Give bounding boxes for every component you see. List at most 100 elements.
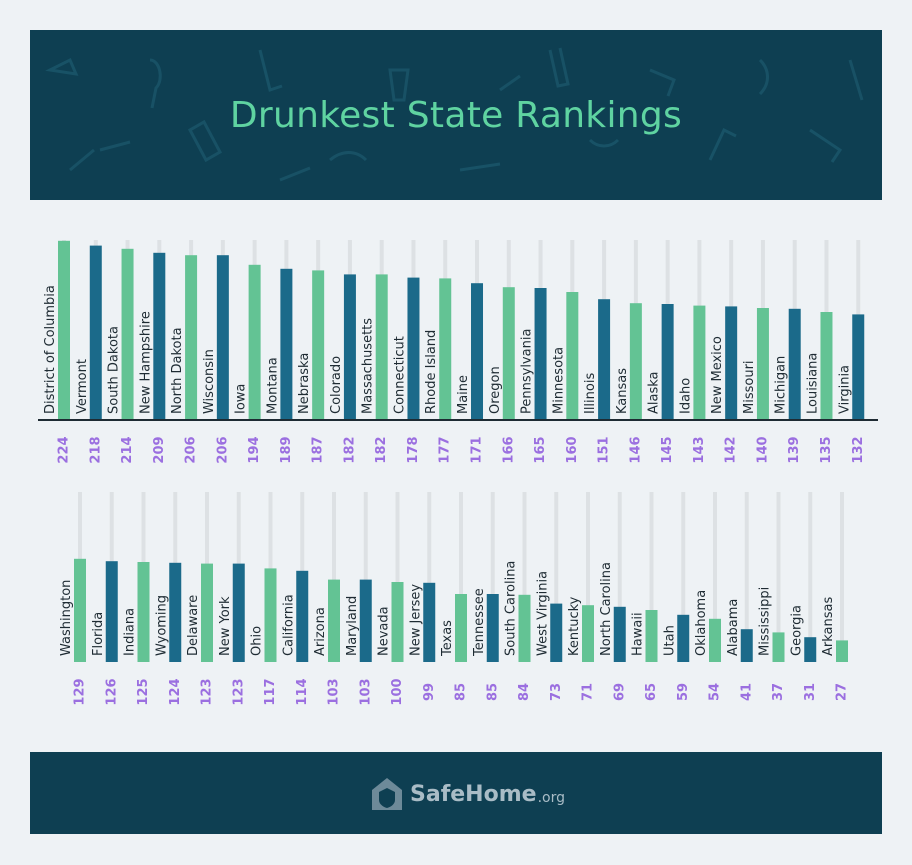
category-label: Idaho xyxy=(678,378,693,414)
bar xyxy=(232,563,245,662)
value-label: 214 xyxy=(120,436,135,463)
category-label: California xyxy=(281,594,296,656)
value-label: 151 xyxy=(597,436,612,463)
bar xyxy=(343,274,356,420)
value-label: 187 xyxy=(311,436,326,463)
value-label: 189 xyxy=(279,436,294,463)
bar-track xyxy=(649,492,654,662)
category-label: Virginia xyxy=(837,365,852,414)
category-label: Maine xyxy=(456,375,471,414)
value-label: 117 xyxy=(263,678,278,705)
value-label: 84 xyxy=(517,683,532,701)
value-label: 71 xyxy=(581,683,596,701)
value-label: 73 xyxy=(549,683,564,701)
category-label: Nebraska xyxy=(297,353,312,414)
value-label: 209 xyxy=(152,436,167,463)
bar xyxy=(788,308,801,420)
category-label: Hawaii xyxy=(631,612,646,656)
bar-track xyxy=(427,492,432,662)
value-label: 146 xyxy=(628,436,643,463)
bar xyxy=(455,594,467,662)
category-label: Nevada xyxy=(377,606,392,656)
category-label: North Carolina xyxy=(599,562,614,656)
bar xyxy=(359,579,372,662)
category-label: Washington xyxy=(59,580,74,656)
value-label: 206 xyxy=(215,436,230,463)
category-label: South Dakota xyxy=(107,326,122,414)
value-label: 123 xyxy=(200,678,215,705)
bar xyxy=(375,274,388,420)
bar xyxy=(280,268,293,420)
value-label: 129 xyxy=(73,678,88,705)
category-label: Ohio xyxy=(250,626,265,656)
value-label: 135 xyxy=(819,436,834,463)
value-label: 132 xyxy=(851,436,866,463)
category-label: New Mexico xyxy=(710,336,725,414)
value-label: 145 xyxy=(660,436,675,463)
category-label: Wyoming xyxy=(154,595,169,656)
category-label: District of Columbia xyxy=(43,285,58,414)
value-label: 142 xyxy=(724,436,739,463)
category-label: Delaware xyxy=(186,595,201,656)
category-label: Massachusetts xyxy=(361,318,376,414)
header-banner: Drunkest State Rankings xyxy=(30,30,882,200)
bar xyxy=(534,288,547,420)
value-label: 160 xyxy=(565,436,580,463)
value-label: 126 xyxy=(104,678,119,705)
bar xyxy=(89,245,102,420)
value-label: 165 xyxy=(533,436,548,463)
category-label: Tennessee xyxy=(472,588,487,657)
bar xyxy=(185,255,198,420)
category-label: Florida xyxy=(91,612,106,656)
category-label: Indiana xyxy=(123,608,138,656)
value-label: 182 xyxy=(374,436,389,463)
category-label: Louisiana xyxy=(805,353,820,414)
bar xyxy=(407,277,420,420)
bar-track xyxy=(808,492,813,662)
category-label: New York xyxy=(218,596,233,656)
bar xyxy=(201,563,213,662)
category-label: Utah xyxy=(662,625,677,656)
category-label: Colorado xyxy=(329,356,344,414)
category-label: Arizona xyxy=(313,607,328,656)
value-label: 100 xyxy=(390,678,405,705)
category-label: Oregon xyxy=(488,366,503,414)
category-label: Illinois xyxy=(583,373,598,414)
logo-wordmark: SafeHome xyxy=(410,781,537,807)
value-label: 140 xyxy=(755,436,770,463)
category-label: Texas xyxy=(440,620,455,657)
value-label: 166 xyxy=(501,436,516,463)
chart-panel-1: District of Columbia 224 Vermont 218 South D… xyxy=(38,240,878,464)
safehome-logo[interactable]: SafeHome .org xyxy=(370,774,565,814)
bar-track xyxy=(840,492,844,662)
bar xyxy=(772,632,785,662)
category-label: Kentucky xyxy=(567,596,582,656)
category-label: New Hampshire xyxy=(138,311,153,414)
bar-track xyxy=(713,492,717,662)
bar-track xyxy=(395,492,400,662)
value-label: 85 xyxy=(454,683,469,701)
category-label: Montana xyxy=(265,357,280,414)
bar xyxy=(645,610,658,662)
value-label: 69 xyxy=(612,683,627,701)
bar-track xyxy=(363,492,368,662)
value-label: 27 xyxy=(835,683,850,701)
bar xyxy=(486,594,499,662)
category-label: Pennsylvania xyxy=(520,329,535,414)
bar xyxy=(264,568,277,662)
value-label: 124 xyxy=(168,678,183,705)
category-label: Oklahoma xyxy=(694,590,709,656)
value-label: 139 xyxy=(787,436,802,463)
logo-tld: .org xyxy=(537,790,565,806)
value-label: 103 xyxy=(327,678,342,705)
bar xyxy=(58,240,70,420)
category-label: West Virginia xyxy=(535,571,550,656)
footer-banner: SafeHome .org xyxy=(30,752,882,834)
bar-track xyxy=(490,492,495,662)
bar xyxy=(121,248,134,420)
value-label: 37 xyxy=(771,683,786,701)
bar-track xyxy=(617,492,622,662)
bar xyxy=(582,605,594,662)
value-label: 177 xyxy=(438,436,453,463)
